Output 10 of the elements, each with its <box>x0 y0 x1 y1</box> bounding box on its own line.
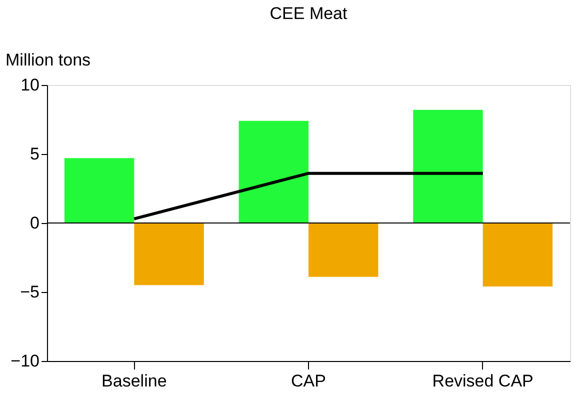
x-tick-label: Baseline <box>102 372 167 390</box>
y-tick-label: −5 <box>20 282 40 302</box>
y-tick-label: 5 <box>30 144 40 164</box>
y-axis-title: Million tons <box>6 50 91 70</box>
y-tick-label: 0 <box>30 214 40 232</box>
chart-title: CEE Meat <box>270 4 348 23</box>
x-tick-label: CAP <box>291 372 326 390</box>
x-tick-label: Revised CAP <box>432 372 534 390</box>
y-tick-label: 10 <box>20 76 40 94</box>
y-tick-label: −10 <box>10 352 40 370</box>
